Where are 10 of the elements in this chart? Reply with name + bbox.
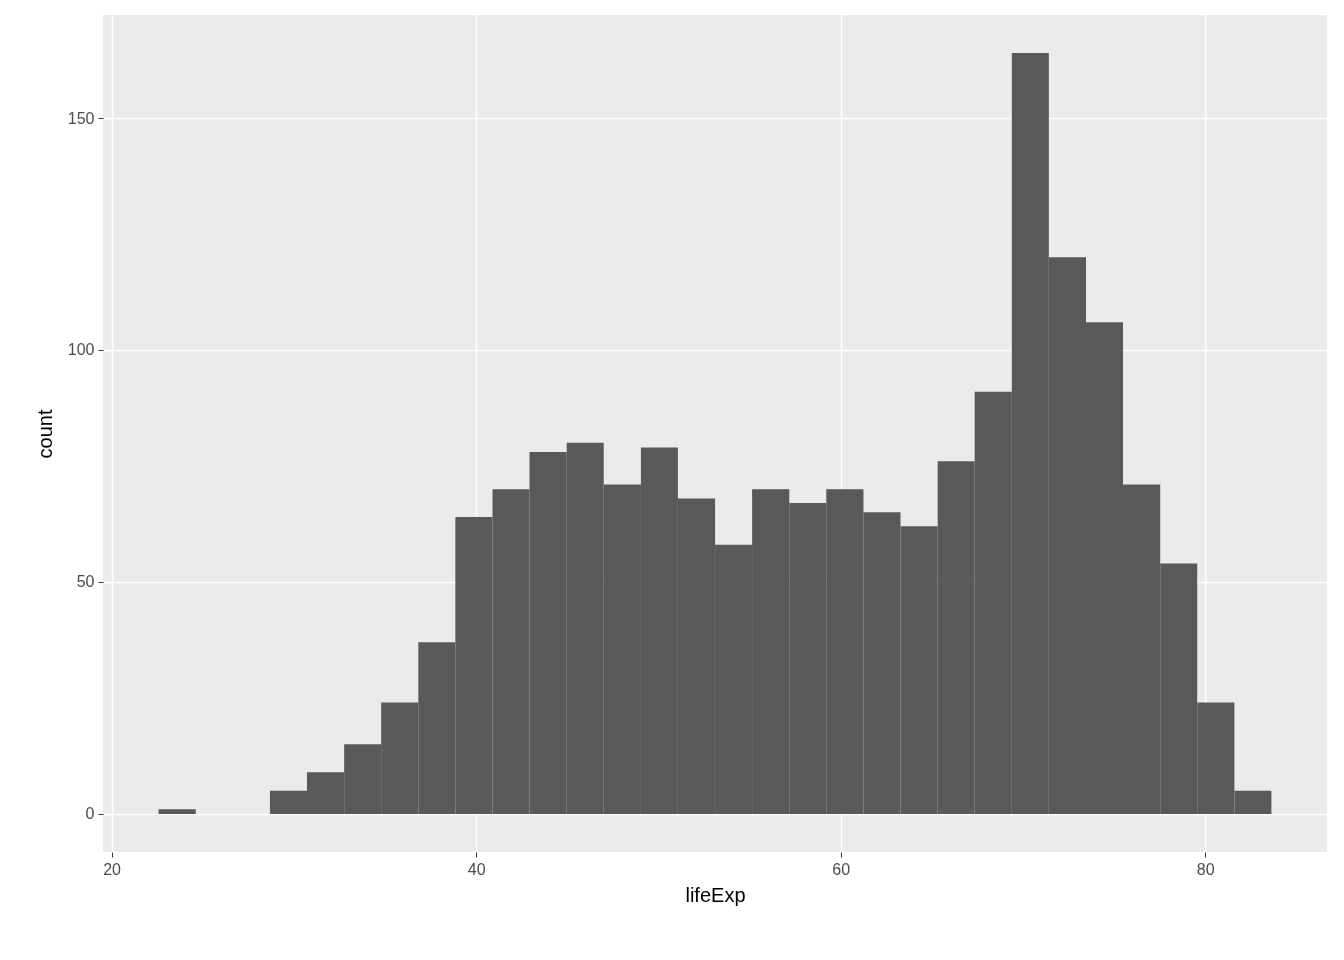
x-tick-label: 80 [1196,860,1215,878]
y-tick-label: 100 [67,341,95,359]
x-tick-label: 40 [467,860,486,878]
x-tick-label: 60 [832,860,851,878]
y-axis-title: count [33,409,56,459]
y-tick-label: 150 [67,109,95,127]
y-tick-label: 0 [85,805,95,823]
y-tick-label: 50 [76,573,95,591]
x-tick-label: 20 [103,860,122,878]
x-axis-title: lifeExp [685,883,746,906]
